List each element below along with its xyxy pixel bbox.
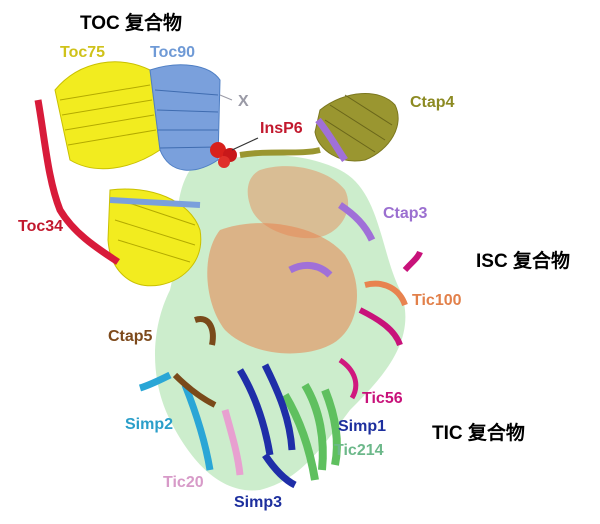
label-simp2: Simp2: [125, 416, 174, 433]
tic100-helix: [358, 250, 423, 347]
label-ctap5: Ctap5: [108, 328, 153, 345]
tic214-helices: [281, 382, 341, 481]
toc-complex-label: TOC 复合物: [80, 13, 183, 34]
label-tic20: Tic20: [163, 474, 204, 491]
tic20-helix: [221, 409, 244, 476]
x-marker-line: [219, 94, 233, 101]
label-x: X: [238, 93, 249, 110]
label-simp1: Simp1: [338, 418, 387, 435]
label-insp6: InsP6: [260, 120, 303, 137]
simp-helices: [236, 363, 297, 489]
label-simp3: Simp3: [234, 494, 283, 511]
label-ctap3: Ctap3: [383, 205, 428, 222]
isc-core: [155, 155, 406, 491]
label-toc90: Toc90: [150, 44, 196, 61]
insp6-ligand: [210, 137, 259, 168]
label-tic100: Tic100: [412, 292, 462, 309]
label-ctap4: Ctap4: [410, 94, 455, 111]
label-tic56: Tic56: [362, 390, 403, 407]
tic-complex-label: TIC 复合物: [432, 423, 525, 444]
toc75-beta-barrel: [54, 61, 202, 287]
ctap5-helix: [172, 316, 217, 408]
ctap3-helix: [288, 117, 376, 278]
isc-complex-label: ISC 复合物: [476, 251, 570, 272]
label-toc75: Toc75: [60, 44, 106, 61]
simp2-helix: [138, 371, 214, 471]
toc90-beta-barrel: [109, 64, 221, 208]
label-tic214: Tic214: [334, 442, 384, 459]
label-toc34: Toc34: [18, 218, 64, 235]
tic56-loop: [338, 357, 359, 400]
toc34-helix: [34, 99, 120, 265]
